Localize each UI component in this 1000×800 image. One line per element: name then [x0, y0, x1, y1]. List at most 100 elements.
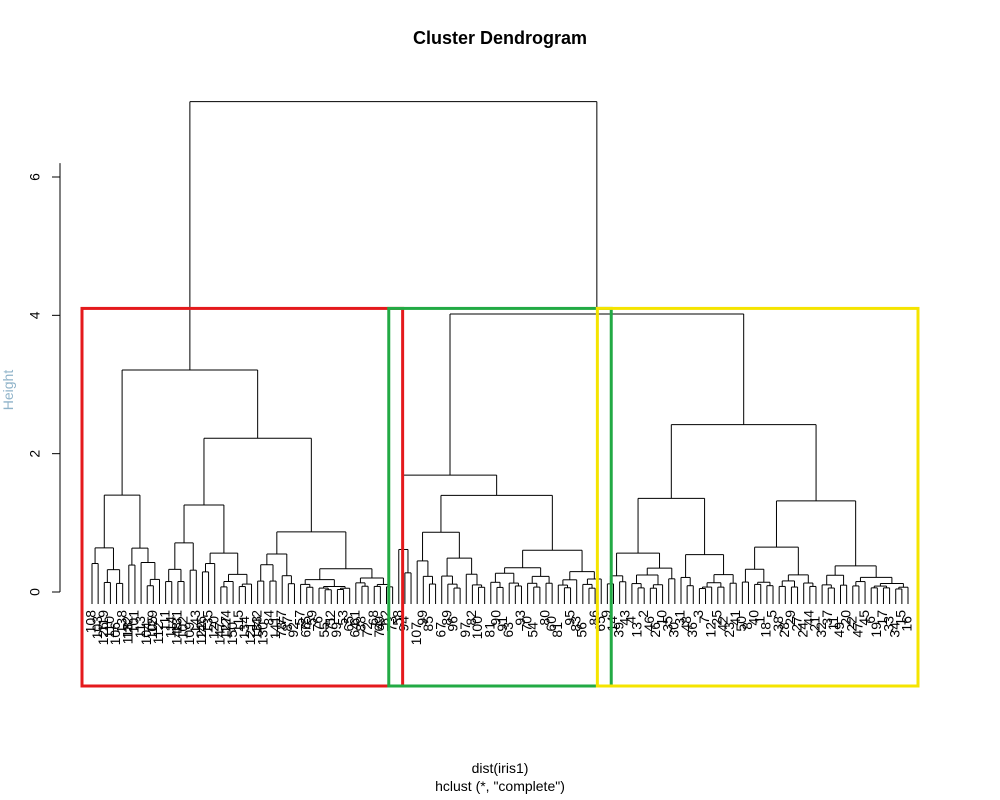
leaf-label-127: 127: [218, 616, 234, 640]
leaf-label-95: 95: [561, 610, 577, 626]
leaf-label-group: 1081031261191101061381321181011131041291…: [83, 610, 915, 646]
leaf-label-52: 52: [322, 610, 338, 626]
leaf-label-22: 22: [843, 616, 859, 632]
leaf-label-70: 70: [518, 616, 534, 632]
leaf-label-74: 74: [371, 622, 387, 638]
leaf-label-7: 7: [696, 616, 712, 624]
leaf-label-97: 97: [457, 622, 473, 638]
leaf-label-46: 46: [641, 616, 657, 632]
leaf-label-53: 53: [334, 610, 350, 626]
leaf-label-57: 57: [291, 610, 307, 626]
leaf-label-49: 49: [831, 622, 847, 638]
y-tick-label-2: 2: [27, 450, 43, 458]
chart-title: Cluster Dendrogram: [412, 28, 588, 48]
leaf-label-2: 2: [635, 610, 651, 618]
leaf-label-114: 114: [162, 616, 178, 639]
leaf-label-111: 111: [156, 610, 172, 631]
leaf-label-6: 6: [862, 616, 878, 624]
cluster-3-box: [595, 306, 920, 688]
leaf-label-87: 87: [279, 616, 295, 632]
leaf-label-88: 88: [353, 616, 369, 632]
leaf-label-13: 13: [629, 622, 645, 638]
leaf-label-40: 40: [745, 610, 761, 626]
leaf-label-69: 69: [371, 616, 387, 632]
leaf-label-103: 103: [89, 616, 105, 640]
leaf-label-21: 21: [807, 616, 823, 632]
leaf-label-146: 146: [193, 616, 209, 640]
leaf-label-133: 133: [248, 616, 264, 640]
leaf-label-23: 23: [721, 622, 737, 638]
leaf-label-10: 10: [653, 610, 669, 626]
leaf-label-118: 118: [120, 622, 136, 645]
leaf-label-147: 147: [212, 622, 228, 646]
y-tick-label-4: 4: [27, 311, 43, 319]
leaf-label-48: 48: [678, 616, 694, 632]
leaf-label-115: 115: [230, 610, 246, 633]
leaf-label-60: 60: [543, 616, 559, 632]
leaf-label-56: 56: [574, 622, 590, 638]
leaf-label-38: 38: [770, 616, 786, 632]
leaf-label-34: 34: [886, 622, 902, 638]
leaf-label-107: 107: [408, 622, 424, 646]
leaf-label-25: 25: [709, 610, 725, 626]
leaf-label-92: 92: [285, 622, 301, 638]
leaf-label-102: 102: [175, 616, 191, 640]
leaf-label-77: 77: [273, 610, 289, 626]
leaf-label-26: 26: [647, 622, 663, 638]
leaf-label-134: 134: [236, 616, 252, 640]
leaf-label-67: 67: [432, 622, 448, 638]
x-axis-label: dist(iris1): [471, 760, 529, 776]
cluster-1-box: [80, 306, 405, 688]
leaf-label-65: 65: [340, 616, 356, 632]
leaf-label-3: 3: [690, 610, 706, 618]
y-axis: 0 2 4 6: [27, 163, 61, 596]
leaf-label-82: 82: [463, 610, 479, 626]
y-axis-label: Height: [0, 369, 16, 411]
leaf-label-15: 15: [893, 610, 909, 626]
leaf-label-45: 45: [856, 610, 872, 626]
leaf-label-30: 30: [666, 622, 682, 638]
leaf-label-50: 50: [733, 616, 749, 632]
y-tick-label-0: 0: [27, 588, 43, 596]
leaf-label-39: 39: [610, 622, 626, 638]
leaf-label-81: 81: [549, 622, 565, 638]
leaf-label-121: 121: [242, 622, 258, 646]
leaf-label-83: 83: [567, 616, 583, 632]
leaf-label-110: 110: [101, 616, 117, 639]
leaf-label-150: 150: [224, 622, 240, 646]
leaf-label-41: 41: [727, 610, 743, 626]
leaf-label-84: 84: [261, 610, 277, 626]
leaf-label-129: 129: [144, 610, 160, 634]
y-tick-label-6: 6: [27, 173, 43, 181]
leaf-label-76: 76: [310, 616, 326, 632]
leaf-label-71: 71: [322, 616, 338, 632]
leaf-label-96: 96: [445, 616, 461, 632]
leaf-label-99: 99: [328, 622, 344, 638]
leaf-label-105: 105: [144, 616, 160, 640]
leaf-label-59: 59: [304, 610, 320, 626]
leaf-label-138: 138: [113, 610, 129, 634]
leaf-label-75: 75: [297, 616, 313, 632]
leaf-label-29: 29: [782, 610, 798, 626]
leaf-label-16: 16: [899, 616, 915, 632]
leaf-label-109: 109: [181, 622, 197, 646]
leaf-label-143: 143: [187, 610, 203, 634]
leaf-label-33: 33: [880, 616, 896, 632]
leaf-label-72: 72: [359, 622, 375, 638]
leaf-label-4: 4: [623, 616, 639, 624]
leaf-label-32: 32: [813, 622, 829, 638]
leaf-label-91: 91: [494, 616, 510, 632]
leaf-label-1: 1: [751, 616, 767, 624]
leaf-label-8: 8: [739, 622, 755, 630]
leaf-label-85: 85: [420, 616, 436, 632]
cluster-2-box: [387, 306, 613, 688]
leaf-label-112: 112: [150, 622, 166, 645]
leaf-label-24: 24: [794, 622, 810, 638]
dendrogram-tree: [91, 101, 909, 604]
leaf-label-18: 18: [758, 622, 774, 638]
leaf-label-68: 68: [365, 610, 381, 626]
cluster-boxes: [80, 306, 920, 688]
leaf-label-100: 100: [469, 616, 485, 640]
leaf-label-20: 20: [837, 610, 853, 626]
